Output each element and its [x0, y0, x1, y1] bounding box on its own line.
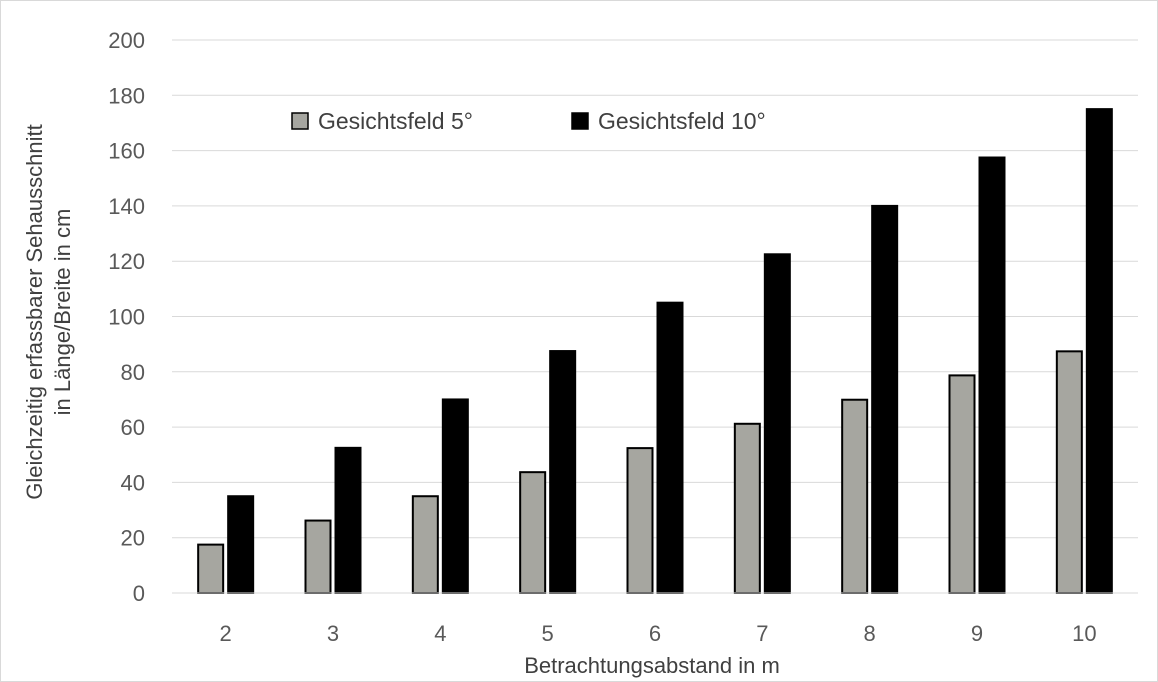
x-tick-label: 10 [1072, 621, 1096, 646]
y-axis-title-line1: Gleichzeitig erfassbarer Sehausschnitt [22, 124, 47, 499]
y-tick-label: 20 [121, 526, 145, 551]
bar-10-degree [227, 495, 255, 595]
x-tick-label: 9 [971, 621, 983, 646]
y-tick-label: 180 [108, 83, 145, 108]
y-tick-label: 160 [108, 139, 145, 164]
x-axis-ticks: 2 3 4 5 6 7 8 9 10 [220, 621, 1097, 646]
legend-swatch [571, 112, 589, 130]
x-tick-label: 7 [756, 621, 768, 646]
bar-5-degree [197, 543, 225, 594]
y-tick-label: 100 [108, 305, 145, 330]
legend-label: Gesichtsfeld 5° [318, 108, 473, 134]
bar-5-degree [733, 422, 761, 595]
bar-10-degree [441, 398, 469, 595]
bar-10-degree [1085, 108, 1113, 594]
bar-10-degree [656, 301, 684, 594]
y-tick-label: 60 [121, 415, 145, 440]
y-tick-label: 0 [133, 581, 145, 606]
bar-10-degree [871, 204, 899, 594]
legend-label: Gesichtsfeld 10° [598, 108, 766, 134]
x-tick-label: 4 [434, 621, 446, 646]
y-tick-label: 40 [121, 470, 145, 495]
bar-5-degree [948, 374, 976, 594]
x-tick-label: 2 [220, 621, 232, 646]
bar-10-degree [763, 253, 791, 594]
bar-5-degree [304, 519, 332, 595]
legend: Gesichtsfeld 5° Gesichtsfeld 10° [291, 108, 766, 134]
x-tick-label: 8 [864, 621, 876, 646]
y-tick-label: 140 [108, 194, 145, 219]
bar-5-degree [519, 471, 547, 594]
bar-10-degree [978, 156, 1006, 594]
y-tick-label: 80 [121, 360, 145, 385]
legend-swatch [291, 112, 309, 130]
bar-5-degree [841, 398, 869, 594]
bar-5-degree [411, 495, 439, 595]
bar-10-degree [549, 350, 577, 594]
gridlines [172, 39, 1138, 539]
x-tick-label: 6 [649, 621, 661, 646]
y-tick-label: 200 [108, 28, 145, 53]
y-axis-ticks: 0 20 40 60 80 100 120 140 160 180 200 [108, 28, 145, 606]
y-axis-title-line2: in Länge/Breite in cm [50, 209, 75, 416]
bar-5-degree [626, 447, 654, 595]
bar-10-degree [334, 446, 362, 594]
x-tick-label: 5 [542, 621, 554, 646]
bar-5-degree [1055, 350, 1083, 594]
x-axis-title: Betrachtungsabstand in m [524, 653, 780, 678]
y-tick-label: 120 [108, 249, 145, 274]
x-tick-label: 3 [327, 621, 339, 646]
